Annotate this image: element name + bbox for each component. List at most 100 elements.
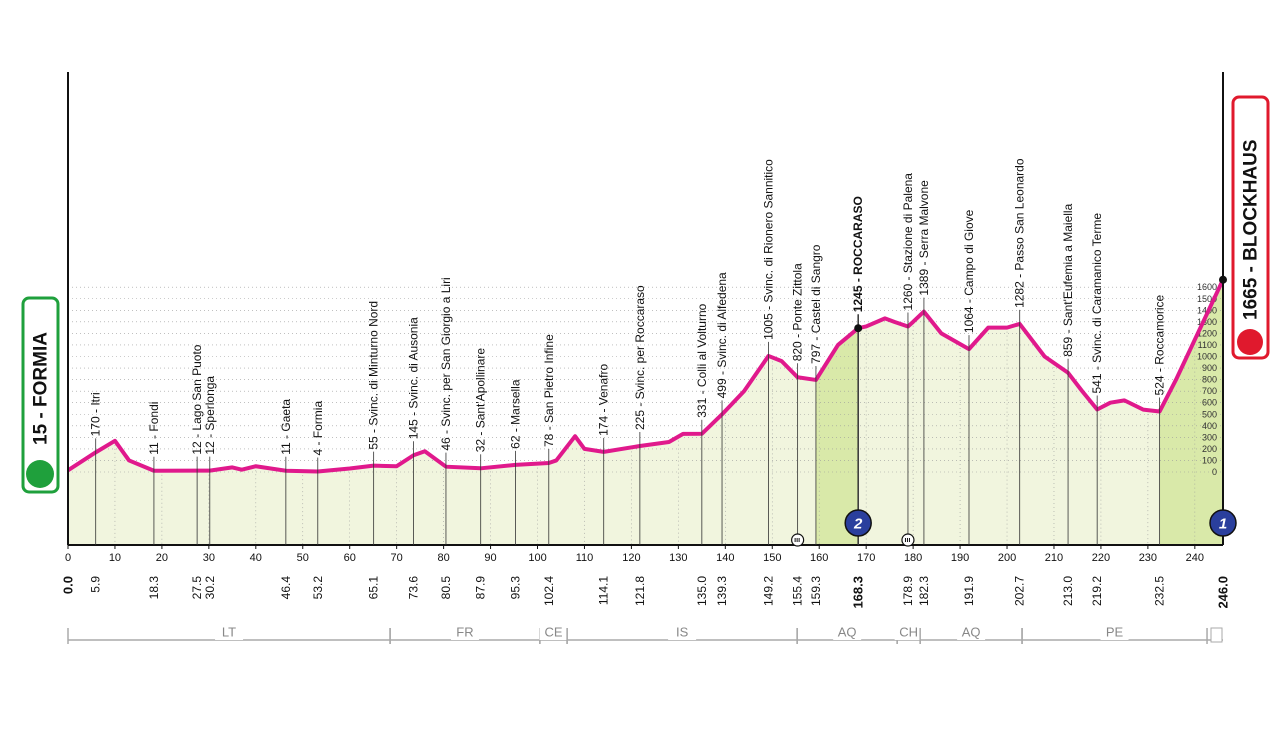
waypoint-label: 12 - Lago San Puoto: [190, 344, 204, 454]
x-tick-label: 0: [65, 552, 71, 564]
waypoint-km: 213.0: [1061, 576, 1075, 606]
y-tick-label: 0: [1212, 467, 1217, 477]
y-tick-label: 400: [1202, 421, 1217, 431]
waypoint-km: 95.3: [508, 576, 522, 600]
waypoint-km: 202.7: [1013, 576, 1027, 606]
waypoint-label: 1282 - Passo San Leonardo: [1013, 158, 1027, 308]
region-label-bg: [957, 624, 986, 640]
profile-line: [66, 278, 1225, 474]
x-tick-label: 10: [109, 552, 121, 564]
climb-zone: [815, 328, 859, 545]
waypoint-label: 12 - Sperlonga: [203, 376, 217, 455]
waypoint-km: 46.4: [279, 576, 293, 600]
y-tick-label: 1600: [1197, 282, 1217, 292]
region-label-bg: [450, 624, 479, 640]
start-label: 15 - FORMIA: [31, 332, 52, 445]
waypoint-km: 114.1: [597, 576, 611, 605]
y-tick-label: 100: [1202, 455, 1217, 465]
region-label-bg: [894, 624, 923, 640]
x-tick-label: 50: [297, 552, 309, 564]
y-tick-label: 1100: [1198, 340, 1217, 350]
profile-area: [68, 279, 1223, 545]
waypoint-km: 27.5: [190, 576, 204, 600]
x-tick-label: 210: [1045, 552, 1063, 564]
waypoint-label: 820 - Ponte Zittola: [791, 263, 805, 361]
x-tick-label: 180: [904, 552, 922, 564]
waypoint-label: 174 - Venafro: [597, 364, 611, 436]
x-tick-label: 100: [528, 552, 546, 564]
waypoint-label: 225 - Svinc. per Roccaraso: [633, 285, 647, 430]
region-label: AQ: [962, 625, 981, 640]
waypoint-label: 499 - Svinc. di Alfedena: [715, 272, 729, 398]
waypoint-km: 30.2: [203, 576, 217, 600]
region-label: AQ: [838, 625, 857, 640]
start-badge: 15 - FORMIA: [21, 296, 60, 494]
x-tick-label: 150: [763, 552, 781, 564]
region-label: CH: [899, 625, 918, 640]
y-tick-label: 700: [1202, 386, 1217, 396]
y-tick-label: 1500: [1197, 294, 1217, 304]
x-tick-label: 160: [810, 552, 828, 564]
waypoint-km: 139.3: [715, 576, 729, 606]
waypoint-km: 159.3: [809, 576, 823, 606]
finish-badge: 1665 - BLOCKHAUS: [1231, 95, 1270, 360]
waypoint-km: 155.4: [791, 576, 805, 606]
waypoint-label: 170 - Itri: [89, 392, 103, 436]
y-tick-label: 300: [1202, 432, 1217, 442]
x-tick-label: 140: [716, 552, 734, 564]
waypoint-label: 1245 - ROCCARASO: [851, 196, 865, 312]
x-tick-label: 110: [576, 552, 594, 564]
x-tick-label: 60: [344, 552, 356, 564]
waypoint-km: 191.9: [962, 576, 976, 606]
climb-zone: [1159, 279, 1223, 545]
waypoint-km: 18.3: [147, 576, 161, 600]
waypoint-label: 331 - Colli al Volturno: [695, 303, 709, 417]
waypoint-km: 232.5: [1153, 576, 1167, 606]
x-tick-label: 230: [1139, 552, 1157, 564]
y-tick-label: 800: [1202, 375, 1217, 385]
region-label-bg: [833, 624, 862, 640]
start-frame: [21, 296, 60, 494]
x-tick-label: 40: [250, 552, 262, 564]
summit-dot: [854, 324, 863, 333]
x-tick-label: 220: [1092, 552, 1110, 564]
waypoint-km: 219.2: [1090, 576, 1104, 606]
plot: 0100200300400500600700800900100011001200…: [61, 72, 1237, 644]
waypoint-label: 46 - Svinc. per San Giorgio a Liri: [439, 277, 453, 450]
x-tick-label: 240: [1186, 552, 1204, 564]
waypoint-label: 541 - Svinc. di Caramanico Terme: [1090, 213, 1104, 394]
y-tick-label: 500: [1202, 409, 1217, 419]
waypoint-label: 55 - Svinc. di Minturno Nord: [367, 301, 381, 450]
y-tick-label: 1300: [1197, 317, 1217, 327]
waypoint-km: 53.2: [311, 576, 325, 600]
kom-badge: [844, 509, 872, 537]
waypoint-km: 73.6: [407, 576, 421, 600]
waypoint-km: 0.0: [61, 576, 76, 594]
region-label: PE: [1106, 625, 1124, 640]
region-label-bg: [539, 624, 568, 640]
start-icon: [26, 460, 54, 488]
y-tick-label: 200: [1202, 444, 1217, 454]
finish-label: 1665 - BLOCKHAUS: [1241, 139, 1262, 320]
x-tick-label: 80: [437, 552, 449, 564]
x-tick-label: 70: [391, 552, 403, 564]
waypoint-label: 524 - Roccamorice: [1153, 294, 1167, 395]
y-tick-label: 600: [1202, 398, 1217, 408]
y-tick-label: 1000: [1197, 352, 1217, 362]
finish-icon: [1237, 329, 1263, 355]
waypoint-label: 1260 - Stazione di Palena: [901, 173, 915, 311]
waypoint-km: 5.9: [89, 576, 103, 593]
x-tick-label: 90: [484, 552, 496, 564]
summit-dot: [1219, 275, 1227, 284]
x-tick-label: 20: [156, 552, 168, 564]
region-label: FR: [456, 625, 473, 640]
x-tick-label: 30: [203, 552, 215, 564]
kom-category: 1: [1219, 516, 1227, 533]
x-tick-label: 200: [998, 552, 1016, 564]
waypoint-label: 1064 - Campo di Giove: [962, 209, 976, 333]
region-label: LT: [222, 625, 236, 640]
x-tick-label: 130: [669, 552, 687, 564]
waypoint-km: 87.9: [474, 576, 488, 600]
waypoint-km: 182.3: [917, 576, 931, 606]
